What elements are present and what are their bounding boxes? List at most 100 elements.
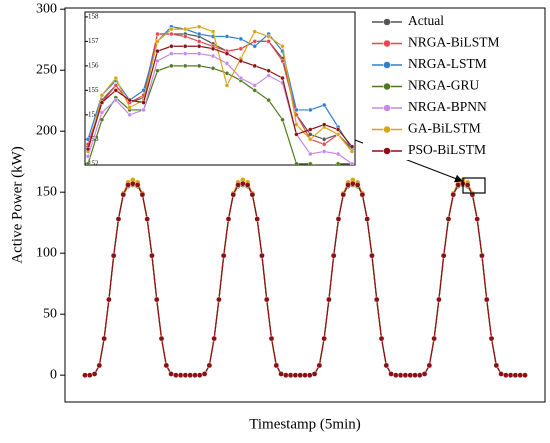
data-point: [322, 122, 327, 127]
data-point: [82, 372, 88, 378]
data-point: [335, 132, 341, 137]
data-point: [113, 88, 118, 93]
zoom-box: [462, 177, 486, 194]
legend-swatch-marker: [383, 147, 391, 155]
legend-label: NRGA-LSTM: [408, 56, 487, 71]
data-point: [335, 127, 341, 132]
data-point: [127, 97, 132, 103]
data-point: [235, 182, 241, 188]
data-point: [196, 63, 202, 69]
data-point: [125, 182, 131, 188]
data-point: [359, 191, 366, 198]
data-point: [431, 335, 437, 342]
series-line: [87, 33, 353, 152]
data-point: [225, 216, 232, 222]
data-point: [216, 296, 222, 303]
data-point: [238, 46, 244, 51]
data-point: [183, 34, 188, 39]
data-point: [192, 372, 198, 378]
y-tick-label: 154: [88, 110, 99, 118]
data-point: [268, 335, 275, 342]
data-point: [383, 362, 390, 369]
data-point: [85, 137, 91, 142]
data-point: [292, 372, 299, 378]
data-point: [115, 216, 122, 222]
data-point: [177, 372, 184, 378]
data-point: [503, 372, 509, 378]
data-point: [155, 39, 160, 44]
legend-label: NRGA-BiLSTM: [408, 35, 500, 50]
data-point: [155, 58, 160, 64]
data-point: [187, 372, 194, 378]
data-point: [498, 371, 504, 377]
data-point: [474, 216, 480, 222]
data-point: [445, 216, 452, 222]
data-point: [294, 107, 299, 113]
y-tick-label: 158: [88, 13, 99, 21]
data-point: [266, 39, 271, 44]
y-tick-label: 0: [50, 367, 57, 382]
data-point: [224, 34, 230, 39]
data-point: [211, 335, 217, 342]
legend-swatch-marker: [383, 18, 391, 26]
data-point: [308, 161, 313, 165]
data-point: [196, 24, 202, 29]
data-point: [280, 117, 285, 122]
data-point: [210, 53, 216, 59]
data-point: [254, 216, 260, 222]
data-point: [224, 70, 230, 76]
data-point: [224, 61, 230, 66]
data-point: [230, 191, 237, 198]
data-point: [158, 335, 165, 342]
data-point: [450, 191, 457, 198]
data-point: [249, 191, 256, 198]
series-line: [87, 26, 353, 150]
data-point: [512, 372, 519, 378]
data-point: [163, 362, 170, 369]
data-point: [311, 371, 318, 377]
legend-swatch-marker: [383, 82, 391, 91]
x-axis-label: Timestamp (5min): [249, 416, 361, 432]
data-point: [388, 371, 394, 377]
data-point: [196, 51, 202, 56]
legend-swatch-marker: [383, 39, 391, 48]
data-point: [426, 362, 433, 369]
data-point: [308, 137, 313, 142]
data-point: [488, 335, 495, 342]
legend: Actual NRGA-BiLSTM NRGA-LSTM NRGA-GRU NRGA-B…: [363, 10, 543, 160]
data-point: [183, 44, 188, 49]
legend-label: NRGA-GRU: [408, 78, 480, 93]
data-point: [416, 372, 423, 378]
series-group: [82, 177, 528, 378]
data-point: [280, 75, 285, 81]
data-point: [278, 371, 284, 377]
data-point: [130, 180, 136, 187]
data-point: [169, 44, 174, 49]
data-point: [340, 191, 347, 198]
data-point: [169, 51, 174, 56]
series-line: [87, 26, 353, 152]
data-point: [99, 110, 105, 115]
data-point: [153, 296, 160, 303]
data-point: [96, 362, 103, 369]
series-line: [87, 45, 353, 150]
data-point: [308, 132, 313, 137]
data-point: [196, 44, 202, 49]
data-point: [321, 335, 327, 342]
data-point: [517, 372, 524, 378]
data-point: [99, 93, 105, 98]
data-point: [85, 146, 91, 152]
data-point: [210, 66, 216, 71]
data-point: [155, 68, 160, 73]
data-point: [169, 63, 174, 69]
legend-swatch-marker: [383, 61, 391, 69]
legend-swatch-marker: [383, 125, 391, 134]
data-point: [322, 141, 327, 147]
y-tick-label: 150: [36, 184, 57, 199]
data-point: [196, 39, 202, 44]
data-point: [113, 75, 118, 81]
data-point: [493, 362, 500, 369]
y-tick-label: 152: [88, 159, 99, 167]
data-point: [127, 112, 132, 118]
